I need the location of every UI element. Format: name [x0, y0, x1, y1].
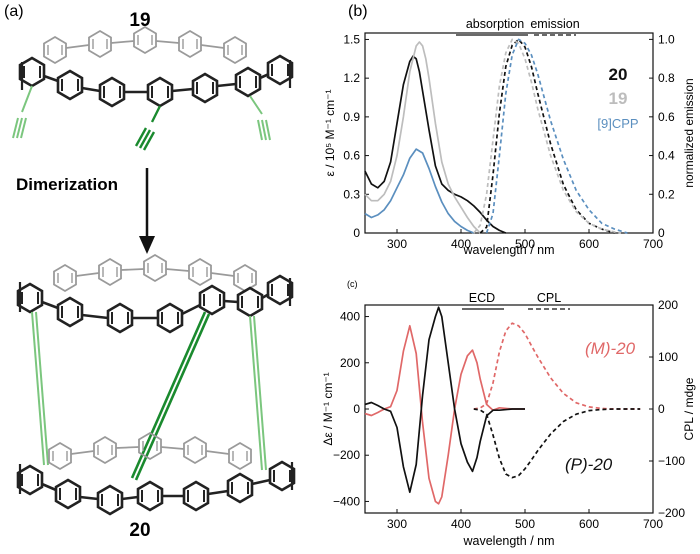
molecule-19: [12, 26, 294, 151]
molecule-20: [16, 254, 296, 516]
chart-c-x-ticks: 300 400 500 600 700: [387, 509, 663, 531]
panel-b-label: (b): [348, 3, 368, 20]
series-p-20-cpl: [473, 408, 641, 479]
chart-c-annotation-p20: (P)-20: [565, 455, 613, 474]
chart-b-legend-20: 20: [609, 65, 628, 84]
x-tick-label: 500: [515, 237, 535, 251]
chart-b-frame: [364, 32, 654, 234]
y-tick-label: 0.3: [343, 187, 360, 201]
y-tick-label: 0: [353, 402, 360, 416]
molecule-19-alkyne-dark: [134, 105, 162, 151]
x-tick-label: 700: [643, 517, 663, 531]
chart-b-series: [364, 38, 628, 234]
y2-tick-label: 200: [658, 298, 678, 312]
y-tick-label: 1.5: [343, 32, 360, 46]
x-tick-label: 600: [579, 237, 599, 251]
x-tick-label: 500: [515, 517, 535, 531]
chart-b-legend-cpp: [9]CPP: [597, 116, 638, 131]
series-20-absorption: [364, 55, 507, 234]
chart-b-y2-ticks: 0 0.2 0.4 0.6 0.8 1.0: [649, 32, 675, 240]
chart-c-series: [364, 306, 641, 505]
chart-c-legend-cpl: CPL: [537, 291, 561, 305]
panel-b: (b) 300 400 500 600 700 0 0.3 0.6 0.9 1.2 1.5 0 0.…: [323, 3, 696, 257]
molecule-20-bottom-back-rings: [48, 432, 252, 470]
x-tick-label: 400: [451, 517, 471, 531]
molecule-20-bottom-front-rings: [16, 460, 296, 516]
x-tick-label: 700: [643, 237, 663, 251]
panel-a-label: (a): [4, 3, 24, 20]
series-20-emission: [479, 38, 615, 234]
y-tick-label: 0: [353, 226, 360, 240]
y-tick-label: 0.6: [343, 149, 360, 163]
molecule-20-diyne-links-light: [31, 311, 267, 471]
y2-tick-label: 0.6: [658, 110, 675, 124]
chart-c-annotation-m20: (M)-20: [585, 339, 636, 358]
x-tick-label: 600: [579, 517, 599, 531]
panel-c-label: (c): [347, 279, 358, 289]
panel-c: (c) 300 400 500 600 700 400 200 0 −200 −400 200 1…: [321, 279, 696, 548]
y-tick-label: 0.9: [343, 110, 360, 124]
y-tick-label: 200: [340, 356, 360, 370]
chart-c-ylabel: Δε / M⁻¹ cm⁻¹: [321, 372, 335, 445]
y2-tick-label: −100: [658, 454, 685, 468]
y2-tick-label: 0: [658, 402, 665, 416]
y2-tick-label: 0.4: [658, 149, 675, 163]
series-m-20-cpl: [473, 322, 641, 410]
chart-c-xlabel: wavelength / nm: [462, 534, 554, 548]
dimerization-arrow: Dimerization: [16, 168, 155, 254]
x-tick-label: 400: [451, 237, 471, 251]
y2-tick-label: 0.8: [658, 71, 675, 85]
y-tick-label: −400: [333, 494, 360, 508]
panel-a: (a) 19: [4, 3, 296, 541]
chart-b-xlabel: wavelength / nm: [462, 243, 554, 257]
molecule-20-top-front-rings: [16, 274, 294, 334]
compound-19-label: 19: [129, 10, 150, 31]
molecule-19-back-rings: [43, 26, 247, 64]
molecule-20-diyne-link-dark: [130, 311, 211, 481]
y2-tick-label: 0.2: [658, 187, 675, 201]
chart-b-legend-emission: emission: [530, 17, 579, 31]
chart-b-y-ticks: 0 0.3 0.6 0.9 1.2 1.5: [343, 32, 369, 240]
series-p-20-ecd: [364, 306, 525, 494]
y2-tick-label: 1.0: [658, 32, 675, 46]
series-19-absorption: [364, 41, 481, 234]
molecule-20-top-back-rings: [53, 254, 257, 292]
chart-b-y2label: normalized emission: [682, 78, 696, 187]
chart-b-legend-absorption: absorption: [466, 17, 524, 31]
x-tick-label: 300: [387, 237, 407, 251]
y2-tick-label: 0: [658, 226, 665, 240]
series-19-emission: [473, 38, 622, 234]
molecule-19-front-rings: [18, 54, 294, 108]
series-9-cpp-absorption: [364, 148, 475, 234]
y-tick-label: 1.2: [343, 71, 360, 85]
series-m-20-ecd: [364, 324, 525, 505]
dimerization-label: Dimerization: [16, 175, 118, 194]
y-tick-label: −200: [333, 448, 360, 462]
series-9-cpp-emission: [485, 38, 628, 234]
chart-b-x-ticks: 300 400 500 600 700: [387, 229, 663, 251]
y2-tick-label: 100: [658, 350, 678, 364]
y2-tick-label: −200: [658, 506, 685, 520]
chart-c-y2-ticks: 200 100 0 −100 −200: [649, 298, 685, 520]
chart-c-y2label: CPL / mdge: [682, 377, 696, 440]
molecule-19-alkynes-light: [12, 85, 271, 141]
y-tick-label: 400: [340, 310, 360, 324]
chart-c-y-ticks: 400 200 0 −200 −400: [333, 310, 369, 508]
x-tick-label: 300: [387, 517, 407, 531]
chart-b-legend-19: 19: [609, 89, 628, 108]
chart-b-ylabel: ε / 10⁵ M⁻¹ cm⁻¹: [323, 90, 337, 177]
compound-20-label: 20: [129, 520, 150, 541]
chart-c-legend-ecd: ECD: [469, 291, 495, 305]
